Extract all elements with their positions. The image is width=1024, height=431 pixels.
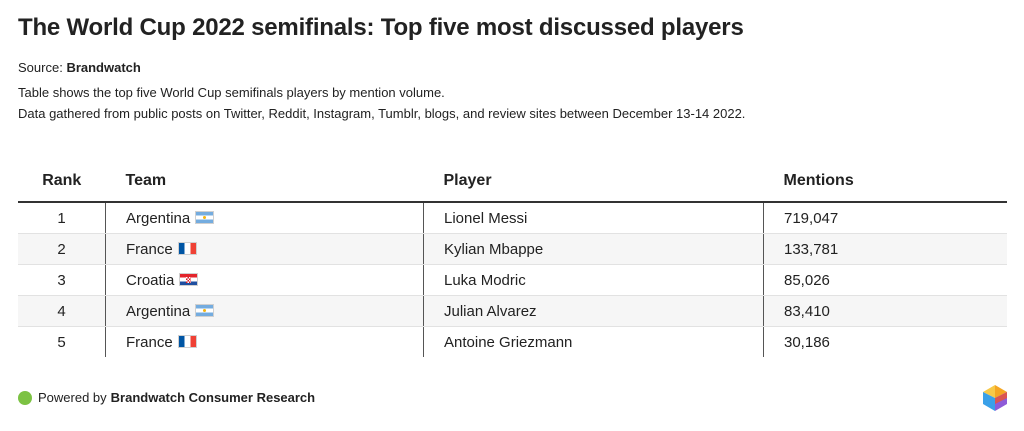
- team-cell: France: [105, 326, 424, 357]
- team-name: Argentina: [126, 209, 191, 227]
- team-cell: Argentina: [105, 202, 424, 234]
- team-name: France: [126, 333, 173, 351]
- table-row: 2 France Kylian Mbappe 133,781: [18, 233, 1007, 265]
- team-cell: France: [105, 233, 424, 265]
- powered-prefix: Powered by: [38, 390, 107, 405]
- rank-cell: 1: [18, 202, 106, 234]
- column-header-mentions: Mentions: [763, 161, 1007, 203]
- column-header-rank: Rank: [18, 161, 106, 203]
- team-cell: Croatia: [105, 264, 424, 296]
- source-name: Brandwatch: [66, 60, 141, 75]
- column-header-team: Team: [105, 161, 424, 203]
- column-header-player: Player: [423, 161, 764, 203]
- table-row: 3 Croatia Luka Modric 85,026: [18, 264, 1007, 296]
- argentina-flag-icon: [195, 303, 215, 317]
- mentions-cell: 30,186: [763, 326, 1007, 357]
- player-cell: Antoine Griezmann: [423, 326, 764, 357]
- rank-cell: 5: [57, 333, 66, 351]
- rank-cell: 3: [18, 264, 106, 296]
- team-name: Croatia: [126, 271, 175, 289]
- player-cell: Julian Alvarez: [423, 295, 764, 327]
- team-cell: Argentina: [105, 295, 424, 327]
- table-row: 5 France Antoine Griezmann 30,186: [18, 326, 1007, 357]
- description: Table shows the top five World Cup semif…: [18, 82, 745, 124]
- mentions-cell: 85,026: [763, 264, 1007, 296]
- player-cell: Luka Modric: [423, 264, 764, 296]
- mentions-cell: 83,410: [763, 295, 1007, 327]
- team-name: Argentina: [126, 302, 191, 320]
- brandwatch-logo-icon[interactable]: [982, 384, 1008, 412]
- description-line-1: Table shows the top five World Cup semif…: [18, 85, 445, 100]
- footer: Powered by Brandwatch Consumer Research: [18, 390, 315, 405]
- table-header-row: Rank Team Player Mentions: [18, 161, 1007, 203]
- mentions-cell: 719,047: [763, 202, 1007, 234]
- france-flag-icon: [177, 241, 197, 255]
- team-name: France: [126, 240, 173, 258]
- status-dot-icon: [18, 390, 32, 405]
- players-table: Rank Team Player Mentions 1 Argentina Li…: [18, 161, 1007, 357]
- player-cell: Lionel Messi: [423, 202, 764, 234]
- rank-cell: 4: [18, 295, 106, 327]
- table-row: 4 Argentina Julian Alvarez 83,410: [18, 295, 1007, 327]
- france-flag-icon: [177, 334, 197, 348]
- table-row: 1 Argentina Lionel Messi 719,047: [18, 202, 1007, 234]
- table-body: 1 Argentina Lionel Messi 719,047 2 Franc…: [18, 202, 1007, 357]
- rank-cell: 2: [18, 233, 106, 265]
- source-prefix: Source:: [18, 60, 63, 75]
- argentina-flag-icon: [195, 210, 215, 224]
- page-title: The World Cup 2022 semifinals: Top five …: [18, 14, 744, 41]
- croatia-flag-icon: [179, 272, 199, 286]
- mentions-cell: 133,781: [763, 233, 1007, 265]
- description-line-2: Data gathered from public posts on Twitt…: [18, 106, 746, 121]
- powered-name[interactable]: Brandwatch Consumer Research: [110, 390, 316, 405]
- player-cell: Kylian Mbappe: [423, 233, 764, 265]
- source-line: Source: Brandwatch: [18, 60, 141, 75]
